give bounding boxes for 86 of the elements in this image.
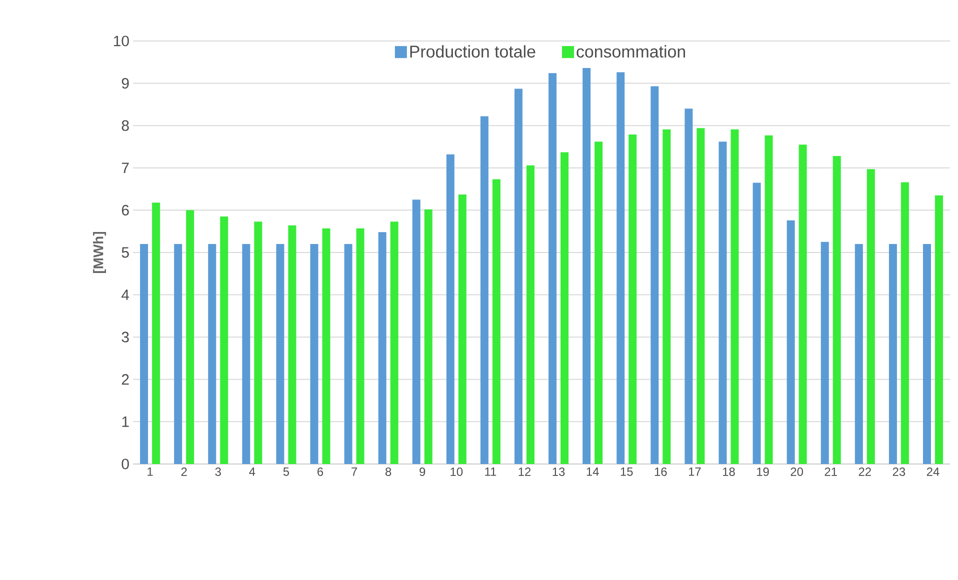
- y-tick-label: 7: [122, 162, 129, 174]
- bar: [458, 194, 466, 464]
- x-tick-label: 10: [450, 468, 463, 476]
- y-tick-label: 0: [122, 458, 129, 470]
- bar: [242, 244, 250, 464]
- bar: [922, 244, 931, 464]
- bar: [480, 116, 488, 464]
- x-tick-label: 1: [148, 468, 153, 476]
- x-tick-label: 19: [757, 468, 769, 476]
- x-tick-label: 15: [620, 468, 633, 476]
- y-tick-label: 3: [122, 332, 129, 342]
- bar: [140, 244, 148, 464]
- y-tick-label: 4: [122, 290, 130, 300]
- y-tick-label: 10: [114, 36, 129, 46]
- x-tick-label: 5: [283, 468, 290, 476]
- bar: [526, 165, 534, 464]
- bar: [798, 144, 807, 464]
- bar: [560, 152, 569, 464]
- bar: [424, 209, 432, 464]
- bar: [684, 108, 693, 464]
- bar: [662, 129, 671, 464]
- legend-label: Production totale: [410, 45, 536, 58]
- bar: [548, 73, 557, 464]
- bar: [276, 244, 284, 464]
- x-tick-label: 21: [824, 468, 837, 476]
- bar: [322, 228, 330, 464]
- x-tick-label: 23: [892, 468, 906, 476]
- x-tick-label: 9: [420, 468, 426, 476]
- x-tick-label: 11: [485, 468, 496, 476]
- bar: [832, 156, 841, 464]
- bar: [186, 210, 194, 464]
- bar: [514, 88, 522, 464]
- bar: [934, 195, 943, 464]
- y-tick-label: 6: [122, 204, 129, 216]
- y-tick-label: 2: [122, 374, 129, 385]
- x-tick-label: 13: [552, 468, 565, 476]
- x-tick-label: 3: [215, 468, 221, 476]
- bar: [446, 154, 454, 464]
- bar: [888, 244, 897, 464]
- x-tick-label: 18: [723, 468, 735, 476]
- bar: [412, 200, 420, 464]
- bar: [820, 242, 829, 464]
- y-tick-label: 1: [122, 416, 129, 427]
- bar: [220, 216, 228, 464]
- x-tick-label: 2: [181, 468, 187, 476]
- bar: [786, 220, 795, 464]
- bar: [764, 135, 773, 464]
- y-tick-label: 8: [122, 120, 129, 131]
- bar: [854, 244, 863, 464]
- bar: [582, 68, 591, 464]
- bar: [730, 129, 739, 464]
- x-tick-label: 20: [790, 468, 804, 476]
- bar: [152, 202, 160, 464]
- bar: [696, 128, 705, 464]
- bar: [390, 222, 398, 464]
- bar: [378, 232, 386, 464]
- x-tick-label: 16: [654, 468, 667, 476]
- bar: [344, 244, 352, 464]
- bar: [310, 244, 318, 464]
- bar: [616, 72, 625, 464]
- bar: [752, 182, 761, 464]
- bar: [866, 169, 875, 464]
- x-tick-label: 8: [386, 468, 392, 476]
- x-tick-label: 24: [926, 468, 940, 476]
- x-tick-label: 7: [352, 468, 358, 476]
- bar: [492, 179, 500, 464]
- bar: [628, 134, 637, 464]
- y-tick-label: 9: [122, 78, 129, 89]
- bar: [356, 228, 364, 464]
- x-tick-label: 12: [518, 468, 531, 476]
- bar: [650, 86, 659, 464]
- x-tick-label: 17: [688, 468, 701, 476]
- bar: [594, 142, 603, 464]
- bar: [900, 182, 909, 464]
- bar: [718, 142, 727, 464]
- x-tick-label: 6: [318, 468, 324, 476]
- x-tick-label: 22: [858, 468, 871, 476]
- y-axis-title: [MWh]: [93, 232, 106, 273]
- y-tick-label: 5: [122, 247, 129, 258]
- legend-label: consommation: [576, 45, 685, 58]
- x-tick-label: 14: [586, 468, 599, 476]
- bar: [288, 225, 296, 464]
- bar: [254, 222, 262, 464]
- x-tick-label: 4: [249, 468, 256, 476]
- bar: [208, 244, 216, 464]
- bar: [174, 244, 182, 464]
